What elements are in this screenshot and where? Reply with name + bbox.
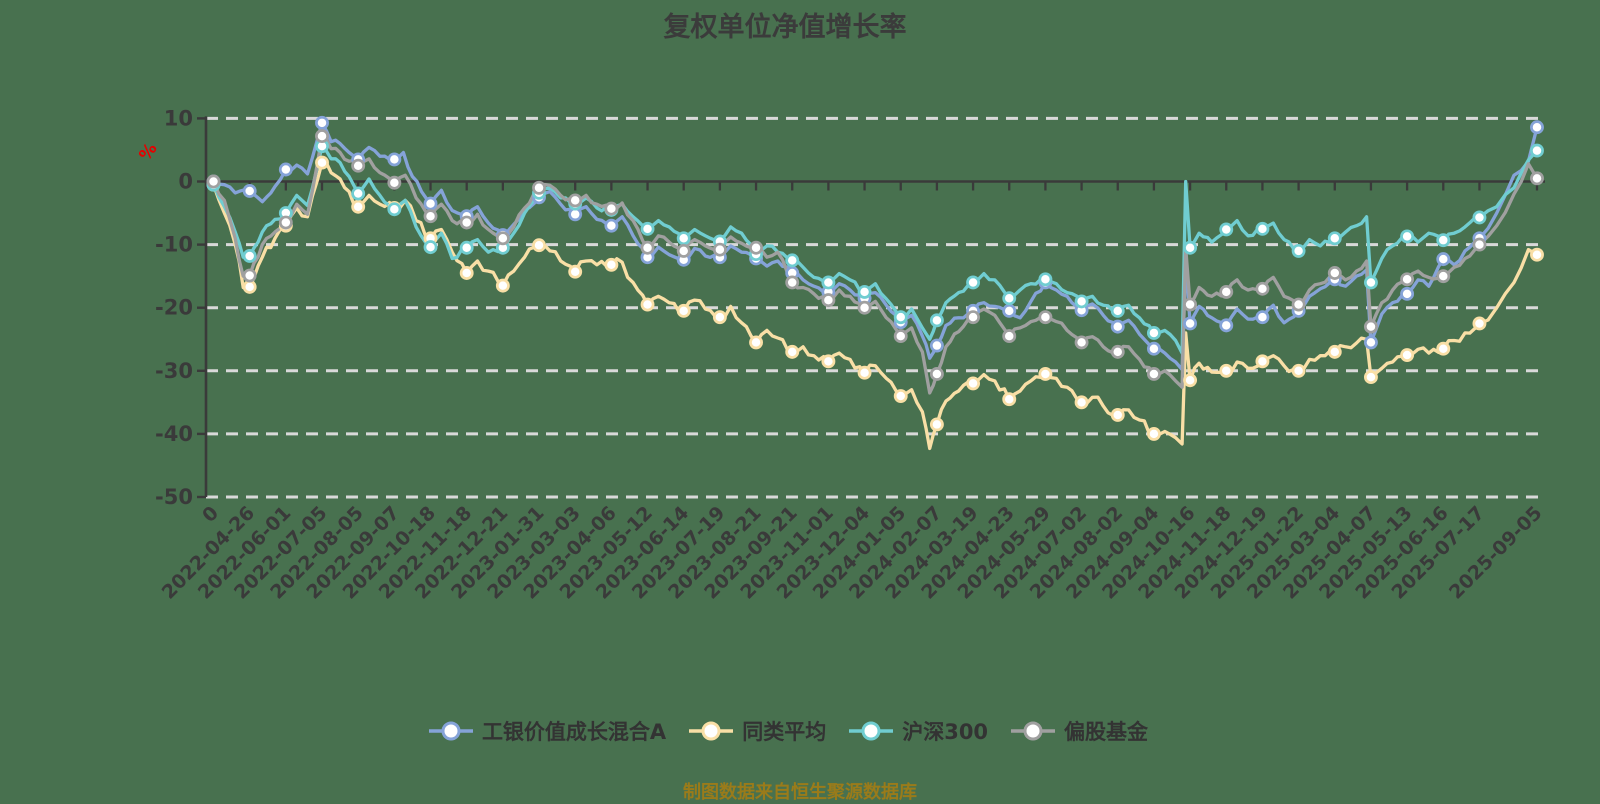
legend-marker-icon	[849, 721, 894, 741]
svg-text:-10: -10	[155, 233, 193, 257]
legend-label: 偏股基金	[1064, 720, 1149, 744]
svg-text:0: 0	[198, 502, 223, 527]
legend-item-4[interactable]: 偏股基金	[1010, 716, 1148, 746]
legend-marker-icon	[428, 721, 473, 741]
legend-label: 沪深300	[902, 720, 989, 744]
legend-item-3[interactable]: 沪深300	[848, 716, 988, 746]
svg-text:-20: -20	[155, 296, 193, 320]
svg-text:-40: -40	[155, 422, 193, 446]
legend-marker-icon	[1011, 721, 1056, 741]
legend-marker-icon	[689, 721, 734, 741]
legend-item-1[interactable]: 工银价值成长混合A	[428, 716, 666, 746]
svg-text:-30: -30	[155, 359, 193, 383]
footer-note: 制图数据来自恒生聚源数据库	[683, 782, 917, 803]
svg-text:10: 10	[164, 106, 193, 130]
svg-text:-50: -50	[155, 485, 193, 509]
legend-label: 同类平均	[742, 720, 827, 744]
legend: 工银价值成长混合A 同类平均 沪深300 偏股基金	[0, 716, 1576, 746]
svg-text:0: 0	[178, 170, 193, 194]
legend-item-2[interactable]: 同类平均	[688, 716, 826, 746]
chart-title: 复权单位净值增长率	[663, 12, 907, 43]
legend-label: 工银价值成长混合A	[481, 720, 667, 744]
